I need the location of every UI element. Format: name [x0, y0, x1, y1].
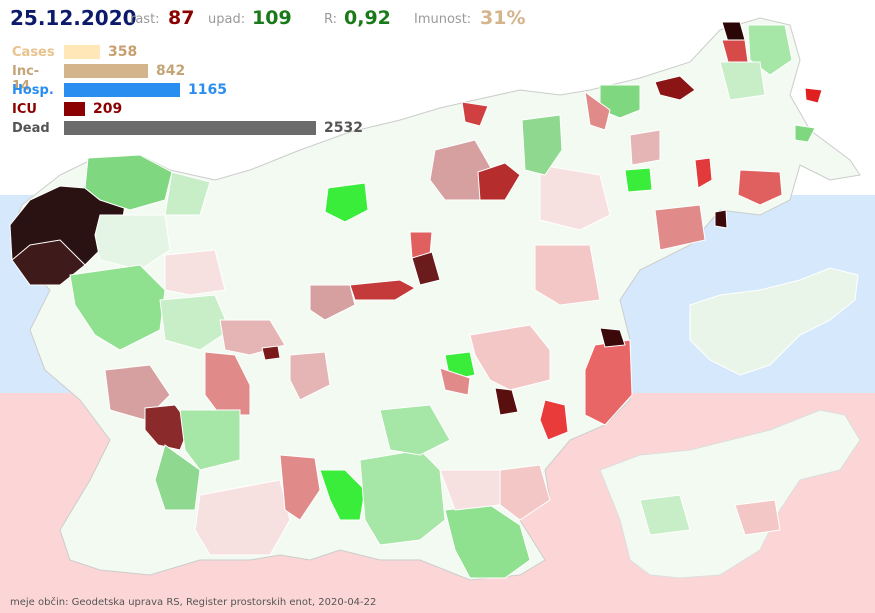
municipality	[309, 284, 356, 321]
municipality	[469, 324, 551, 391]
municipality	[539, 164, 611, 231]
municipality	[439, 469, 501, 511]
stat-label: ICU	[12, 102, 37, 117]
municipality	[379, 404, 451, 456]
municipality	[204, 351, 251, 416]
municipality	[461, 101, 489, 127]
stat-bar	[64, 64, 148, 78]
stat-value: 358	[108, 44, 138, 60]
municipality	[584, 339, 633, 426]
inset-municipality	[639, 494, 691, 536]
inset-map-bottom	[599, 409, 861, 579]
municipality	[694, 157, 713, 189]
municipality	[349, 279, 417, 301]
stat-bar	[64, 102, 85, 116]
stat-bar	[64, 45, 100, 59]
municipality	[539, 399, 569, 441]
municipality	[439, 367, 471, 396]
municipality	[804, 87, 823, 104]
inset-municipality	[734, 499, 781, 536]
municipality	[794, 124, 816, 143]
municipality	[494, 387, 519, 416]
inset-map-middle	[689, 267, 859, 376]
municipality	[84, 154, 173, 211]
rast-label: rast:	[130, 12, 160, 27]
municipality	[654, 75, 696, 101]
municipality	[584, 90, 611, 131]
municipality	[261, 345, 281, 361]
municipality	[534, 244, 601, 306]
municipality	[411, 251, 441, 286]
stat-value: 842	[156, 63, 186, 79]
upad-value: 109	[252, 7, 292, 29]
municipality	[179, 409, 241, 471]
r-value: 0,92	[344, 7, 391, 29]
stat-value: 2532	[324, 120, 363, 136]
municipality	[324, 182, 369, 223]
municipality	[737, 169, 783, 206]
imunost-value: 31%	[480, 7, 526, 29]
stat-bar	[64, 83, 180, 97]
municipality	[444, 504, 531, 579]
upad-label: upad:	[208, 12, 246, 27]
municipality	[11, 239, 86, 286]
municipality	[159, 294, 231, 351]
municipality	[279, 454, 321, 521]
stat-value: 209	[93, 101, 123, 117]
municipality	[719, 61, 766, 101]
municipality	[359, 449, 446, 546]
stat-label: Dead	[12, 121, 50, 136]
municipality	[289, 351, 331, 401]
municipality	[69, 264, 166, 351]
date-label: 25.12.2020	[10, 6, 137, 30]
municipality	[164, 249, 226, 296]
municipality	[194, 479, 291, 556]
stat-label: Hosp.	[12, 83, 54, 98]
municipality	[144, 404, 191, 451]
stat-label: Cases	[12, 45, 55, 60]
municipality	[154, 444, 201, 511]
stat-value: 1165	[188, 82, 227, 98]
municipality	[654, 204, 706, 251]
municipality	[624, 167, 653, 193]
municipality	[521, 114, 563, 176]
municipality	[599, 327, 626, 348]
stat-label: Inc-14	[12, 64, 40, 94]
source-credit: meje občin: Geodetska uprava RS, Registe…	[10, 597, 377, 608]
imunost-label: Imunost:	[414, 12, 472, 27]
rast-value: 87	[168, 7, 195, 29]
stat-bar	[64, 121, 316, 135]
municipality	[164, 171, 211, 216]
municipality	[319, 469, 366, 521]
municipality	[714, 209, 728, 229]
municipality	[477, 162, 521, 201]
municipality	[629, 129, 661, 166]
municipalities	[9, 21, 823, 579]
r-label: R:	[324, 12, 338, 27]
